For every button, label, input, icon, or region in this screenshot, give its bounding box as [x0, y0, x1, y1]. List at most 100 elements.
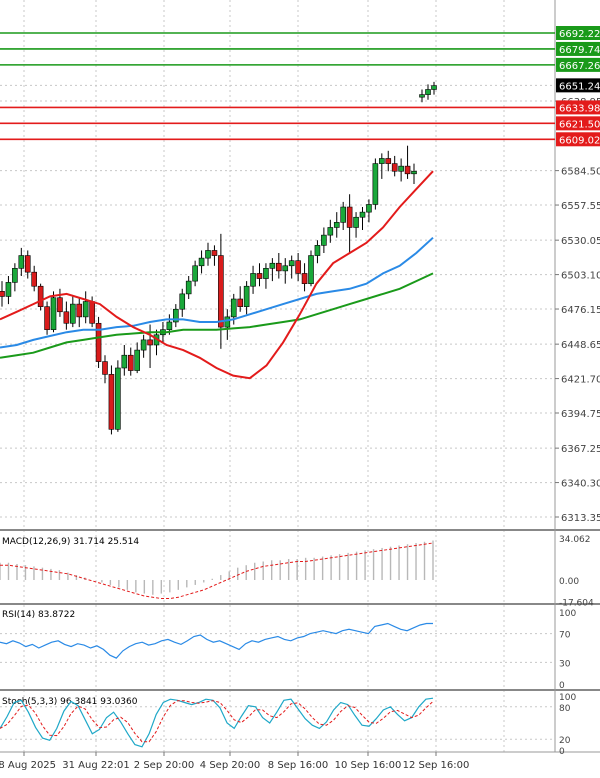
candle-down	[108, 374, 115, 430]
price-tick-label: 6340.30	[561, 479, 600, 490]
macd-label: MACD(12,26,9) 31.714 25.514	[2, 537, 139, 547]
price-tick-label: 6448.65	[561, 340, 600, 351]
ma-mid-blue	[0, 236, 434, 349]
candle-up	[173, 308, 179, 323]
price-tick-label: 6530.05	[561, 236, 600, 247]
candle-up	[121, 354, 128, 369]
candle-up	[340, 206, 346, 223]
rsi-tick-label: 100	[559, 609, 576, 619]
candle-down	[385, 158, 392, 164]
support-level-tag	[556, 100, 600, 115]
candle-up	[115, 367, 121, 430]
candle-up	[224, 316, 231, 328]
resistance-level-tag-label: 6667.26	[559, 61, 600, 72]
candle-up	[192, 265, 198, 282]
rsi-tick-label: 30	[559, 659, 571, 669]
candle-up	[18, 255, 25, 269]
stoch-tick-label: 20	[559, 736, 571, 746]
candle-up	[205, 250, 211, 259]
candle-up	[179, 293, 186, 310]
candle-down	[211, 250, 218, 256]
price-tick-label: 6313.35	[561, 513, 600, 524]
candle-up	[70, 303, 76, 324]
candle-down	[95, 322, 102, 362]
candle-up	[230, 298, 237, 318]
candle-down	[127, 354, 134, 371]
resistance-level-tag	[556, 26, 600, 40]
time-tick-label: 12 Sep 16:00	[403, 760, 470, 771]
candle-up	[250, 273, 256, 287]
candle-down	[404, 165, 411, 175]
candle-up	[140, 339, 147, 351]
time-tick-label: 10 Sep 16:00	[335, 760, 402, 771]
support-level-tag	[556, 116, 600, 131]
candle-up	[425, 89, 431, 95]
candle-down	[301, 273, 308, 284]
candle-up	[185, 280, 192, 295]
candle-down	[147, 339, 153, 346]
candle-down	[44, 306, 50, 330]
price-tick-label: 6421.70	[561, 375, 600, 386]
price-tick-label: 6503.10	[561, 271, 600, 282]
rsi-tick-label: 0	[559, 681, 565, 691]
candle-up	[5, 282, 12, 297]
candle-down	[102, 361, 108, 375]
candle-up	[50, 297, 57, 330]
candle-down	[237, 298, 243, 307]
time-tick-label: 2 Sep 20:00	[134, 760, 194, 771]
candle-down	[295, 260, 301, 274]
price-tick-label: 6367.25	[561, 444, 600, 455]
candle-down	[37, 285, 44, 307]
candle-up	[359, 211, 366, 218]
rsi-tick-label: 70	[559, 631, 571, 641]
current-price-label: 6651.24	[559, 81, 600, 92]
candle-up	[243, 285, 250, 307]
candle-down	[31, 271, 37, 287]
candle-up	[372, 163, 379, 205]
candle-up	[411, 170, 417, 175]
stoch-d-line	[0, 700, 434, 743]
time-tick-label: 31 Aug 22:01	[62, 760, 129, 771]
support-level-tag-label: 6621.50	[559, 119, 600, 130]
candle-up	[327, 227, 334, 236]
candle-down	[218, 255, 224, 328]
macd-tick-label: 0.00	[559, 577, 579, 587]
candle-up	[366, 204, 372, 213]
candle-up	[263, 268, 269, 279]
ma-slow-green	[0, 272, 434, 359]
stoch-tick-label: 0	[559, 747, 565, 757]
candle-up	[288, 260, 295, 267]
candle-down	[346, 206, 353, 228]
candle-up	[198, 257, 205, 267]
candle-up	[419, 94, 425, 98]
candle-up	[314, 245, 321, 256]
candle-down	[76, 303, 83, 318]
support-level-tag	[556, 132, 600, 147]
time-tick-label: 28 Aug 2025	[0, 760, 56, 771]
candle-up	[82, 301, 89, 318]
candle-up	[398, 165, 404, 172]
rsi-label: RSI(14) 83.8722	[2, 610, 75, 620]
candle-down	[89, 301, 95, 324]
resistance-level-tag	[556, 41, 600, 56]
rsi-line	[0, 622, 433, 659]
stoch-tick-label: 80	[559, 704, 571, 714]
resistance-level-tag-label: 6679.74	[559, 45, 600, 56]
time-tick-label: 8 Sep 16:00	[268, 760, 328, 771]
price-tick-label: 6584.50	[561, 167, 600, 178]
time-tick-label: 4 Sep 20:00	[200, 760, 260, 771]
candle-down	[256, 273, 263, 279]
price-tick-label: 6394.75	[561, 409, 600, 420]
candle-up	[353, 216, 359, 228]
candle-up	[166, 321, 173, 330]
candle-up	[269, 262, 276, 269]
candle-up	[134, 349, 140, 371]
candle-up	[379, 158, 385, 164]
candle-up	[333, 222, 340, 228]
candle-up	[308, 255, 314, 284]
price-tick-label: 6476.15	[561, 305, 600, 316]
candle-down	[0, 291, 5, 297]
price-tick-label: 6557.55	[561, 201, 600, 212]
